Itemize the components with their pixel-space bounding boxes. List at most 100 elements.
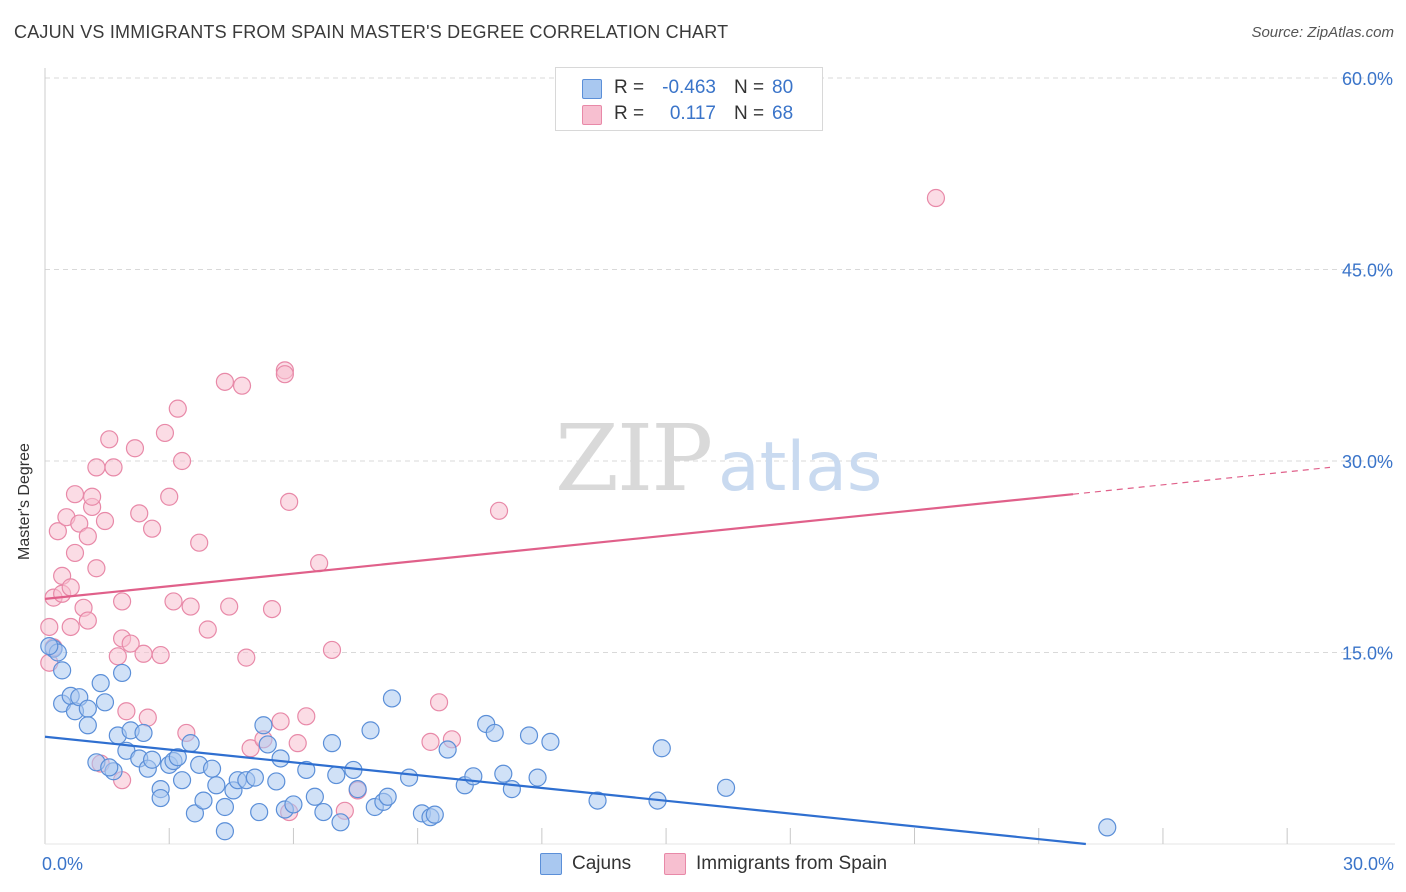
correlation-legend: R = -0.463 N = 80 R = 0.117 N = 68 xyxy=(555,67,823,131)
spain-point xyxy=(61,617,80,637)
cajun-point xyxy=(399,768,419,787)
spain-point xyxy=(190,533,209,552)
tick-labels: 15.0% 30.0% 45.0% 60.0% 0.0% 30.0% xyxy=(42,69,1394,874)
cajun-point xyxy=(485,723,504,743)
spain-point xyxy=(87,458,106,477)
cajun-point xyxy=(78,699,97,718)
spain-point xyxy=(297,707,316,726)
spain-point xyxy=(125,439,145,458)
spain-point xyxy=(155,423,175,443)
spain-point xyxy=(172,451,192,471)
cajun-point xyxy=(53,661,72,680)
cajun-point xyxy=(588,791,607,810)
cajun-point xyxy=(716,778,736,797)
spain-point xyxy=(168,399,187,418)
spain-point xyxy=(40,617,59,637)
spain-point xyxy=(421,732,440,751)
spain-point xyxy=(112,592,132,611)
cajun-point xyxy=(528,768,547,787)
cajuns-legend-label: Cajuns xyxy=(572,853,632,874)
cajun-point xyxy=(134,723,153,743)
cajun-point xyxy=(207,776,226,795)
cajun-point xyxy=(254,716,273,735)
y-tick-label: 45.0% xyxy=(1342,261,1393,281)
cajun-point xyxy=(519,726,539,745)
spain-point xyxy=(78,527,97,546)
watermark: ZIP atlas xyxy=(555,405,882,512)
trend-lines xyxy=(44,466,1331,846)
spain-point xyxy=(104,458,123,477)
spain-point xyxy=(121,634,140,653)
spain-trend-extension xyxy=(1072,466,1331,495)
spain-point xyxy=(271,712,290,731)
spain-point xyxy=(138,708,157,727)
spain-swatch xyxy=(582,105,602,125)
cajun-point xyxy=(652,739,671,758)
spain-point xyxy=(87,559,106,578)
cajun-point xyxy=(267,772,286,791)
spain-point xyxy=(181,597,200,616)
spain-trend-line xyxy=(44,493,1074,600)
cajun-point xyxy=(91,674,110,693)
spain-point xyxy=(237,648,256,667)
cajun-point xyxy=(284,795,303,814)
cajun-point xyxy=(151,788,170,808)
cajun-point xyxy=(250,802,269,822)
spain-legend-swatch xyxy=(664,853,686,875)
cajun-point xyxy=(95,693,115,712)
y-tick-label: 15.0% xyxy=(1342,644,1393,664)
r-value: 0.117 xyxy=(669,103,716,124)
cajun-point xyxy=(271,749,290,768)
spain-point xyxy=(280,492,299,511)
cajun-point xyxy=(541,732,560,751)
cajun-point xyxy=(78,716,97,735)
cajun-point xyxy=(168,748,187,767)
x-tick-label: 30.0% xyxy=(1343,854,1394,874)
cajun-point xyxy=(348,780,367,799)
cajun-point xyxy=(142,750,162,769)
chart-title: CAJUN VS IMMIGRANTS FROM SPAIN MASTER'S … xyxy=(14,22,729,42)
cajun-point xyxy=(314,802,333,822)
n-value: 80 xyxy=(772,77,794,98)
y-tick-label: 60.0% xyxy=(1342,69,1393,89)
series-legend: Cajuns Immigrants from Spain xyxy=(0,852,1406,878)
r-value: -0.463 xyxy=(662,77,716,98)
spain-point xyxy=(95,511,115,531)
spain-point xyxy=(489,501,509,520)
spain-point xyxy=(288,734,307,753)
cajun-point xyxy=(194,791,213,810)
cajun-point xyxy=(181,734,200,753)
cajuns-swatch xyxy=(582,79,602,99)
cajun-point xyxy=(494,764,513,783)
spain-point xyxy=(134,644,153,663)
watermark-atlas: atlas xyxy=(718,428,882,507)
cajun-point xyxy=(100,758,119,777)
spain-point xyxy=(65,485,85,504)
cajun-point xyxy=(361,721,380,740)
x-tick-label: 0.0% xyxy=(42,854,83,874)
n-value: 68 xyxy=(772,103,794,124)
axis-layer xyxy=(44,68,1395,845)
cajun-point xyxy=(215,822,234,841)
spain-point xyxy=(322,640,342,660)
cajun-point xyxy=(331,813,350,832)
grid-layer xyxy=(45,77,1395,653)
cajun-point xyxy=(327,765,346,785)
spain-point xyxy=(164,592,183,611)
cajun-point xyxy=(185,804,205,823)
spain-point xyxy=(117,702,136,721)
spain-legend-label: Immigrants from Spain xyxy=(696,853,888,874)
cajun-point xyxy=(297,760,316,780)
spain-point xyxy=(160,487,179,506)
spain-point xyxy=(65,543,85,563)
spain-point xyxy=(220,597,239,616)
cajun-point xyxy=(172,771,192,790)
spain-point xyxy=(142,519,162,538)
cajun-point xyxy=(202,759,222,778)
n-label: N = xyxy=(734,77,765,98)
y-axis-label: Master's Degree xyxy=(16,443,33,560)
watermark-zip: ZIP xyxy=(555,405,711,512)
spain-point xyxy=(151,645,170,665)
spain-point xyxy=(926,188,946,208)
